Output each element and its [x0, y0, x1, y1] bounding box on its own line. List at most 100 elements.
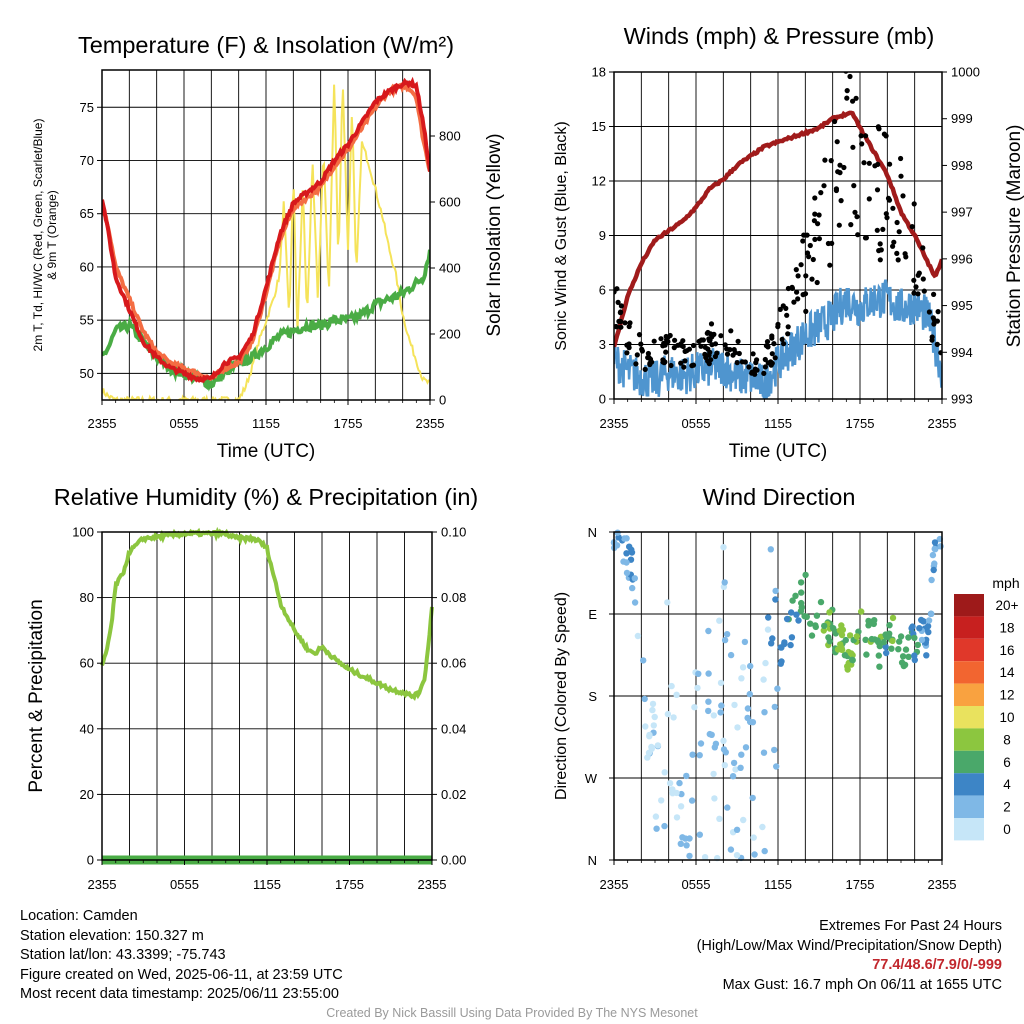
direction-point — [649, 700, 657, 708]
humidity-ylabel-left: Percent & Precipitation — [26, 599, 47, 792]
direction-ylabel-left: Direction (Colored By Speed) — [553, 592, 570, 800]
direction-point — [760, 749, 768, 756]
direction-point — [813, 612, 821, 619]
direction-point — [836, 627, 844, 634]
y-tick-label: 55 — [80, 313, 94, 328]
direction-point — [905, 634, 912, 641]
direction-speed-legend: 20+ 18 16 14 12 10 8 6 4 2 0 — [954, 594, 1019, 841]
gust-point — [863, 133, 869, 139]
gust-point — [872, 163, 878, 169]
gust-point — [887, 161, 893, 167]
gust-point — [900, 193, 906, 199]
direction-point — [688, 797, 696, 804]
direction-point — [668, 682, 675, 690]
direction-point — [710, 712, 717, 719]
direction-point — [730, 759, 738, 767]
gust-point — [663, 333, 669, 340]
gust-point — [708, 357, 714, 363]
gust-point — [753, 360, 759, 366]
gust-point — [696, 338, 702, 344]
gust-point — [771, 341, 777, 347]
direction-point — [677, 803, 685, 810]
gust-point — [615, 299, 621, 305]
gust-point — [803, 273, 809, 279]
legend-label: 4 — [1003, 777, 1011, 792]
direction-point — [787, 641, 794, 649]
gust-point — [891, 239, 897, 245]
direction-point — [749, 794, 756, 802]
gust-point — [626, 345, 632, 351]
direction-point — [631, 599, 639, 606]
y-tick-label: 20 — [80, 787, 94, 802]
gust-point — [617, 310, 624, 316]
direction-point — [705, 670, 712, 677]
gust-point — [785, 331, 791, 337]
direction-point — [741, 638, 749, 646]
direction-point — [826, 609, 833, 616]
legend-swatch — [954, 728, 984, 751]
direction-point — [772, 596, 779, 603]
pressure-line — [614, 110, 942, 348]
gust-point — [749, 370, 755, 376]
gust-point — [814, 279, 820, 286]
direction-point — [664, 710, 672, 718]
direction-point — [797, 608, 805, 615]
x-tick-label: 2355 — [416, 416, 445, 431]
direction-point — [773, 763, 780, 770]
direction-point — [649, 706, 656, 714]
gust-point — [837, 170, 843, 176]
direction-point — [642, 723, 649, 730]
gust-point — [672, 337, 678, 343]
gust-point — [636, 332, 643, 338]
gust-point — [684, 348, 690, 354]
direction-point — [744, 705, 752, 712]
direction-point — [761, 709, 768, 716]
direction-point — [717, 709, 724, 716]
gust-point — [861, 160, 867, 166]
gust-point — [800, 292, 806, 298]
y-tick-label: 50 — [80, 366, 94, 381]
gust-point — [702, 344, 708, 350]
gust-point — [785, 324, 791, 330]
gust-point — [658, 336, 664, 342]
y2-tick-label: 800 — [439, 129, 461, 144]
direction-point — [761, 847, 768, 855]
gust-point — [795, 296, 801, 302]
gust-point — [671, 345, 677, 351]
gust-point — [724, 351, 731, 357]
gust-point — [706, 352, 712, 358]
direction-point — [923, 652, 930, 659]
direction-point — [720, 746, 728, 753]
gust-point — [663, 349, 669, 355]
gust-point — [647, 360, 653, 366]
direction-point — [716, 617, 723, 624]
legend-label: 14 — [999, 665, 1015, 680]
legend-label: 18 — [999, 620, 1014, 635]
direction-point — [768, 640, 775, 647]
gust-point — [926, 309, 933, 315]
direction-point — [837, 641, 844, 648]
gust-point — [855, 232, 861, 238]
y2-tick-label: 1000 — [951, 65, 980, 80]
gust-point — [731, 347, 737, 353]
direction-point — [623, 550, 630, 557]
gust-point — [938, 350, 942, 356]
gust-point — [645, 350, 652, 357]
gust-point — [894, 219, 900, 226]
direction-point — [842, 636, 849, 644]
gust-point — [622, 320, 628, 326]
direction-point — [875, 652, 882, 659]
humidity-left-ticks: 0 20 40 60 80 100 — [72, 525, 102, 868]
direction-point — [683, 772, 690, 780]
gust-point — [618, 324, 624, 330]
gust-point — [930, 315, 936, 321]
x-tick-label: 0555 — [682, 877, 711, 892]
direction-point — [711, 795, 718, 802]
gust-point — [847, 73, 853, 80]
x-tick-label: 2355 — [600, 416, 629, 431]
direction-point — [772, 587, 779, 595]
direction-point — [925, 617, 933, 624]
gust-point — [646, 355, 652, 361]
gust-point — [829, 240, 835, 246]
gust-point — [827, 262, 833, 268]
